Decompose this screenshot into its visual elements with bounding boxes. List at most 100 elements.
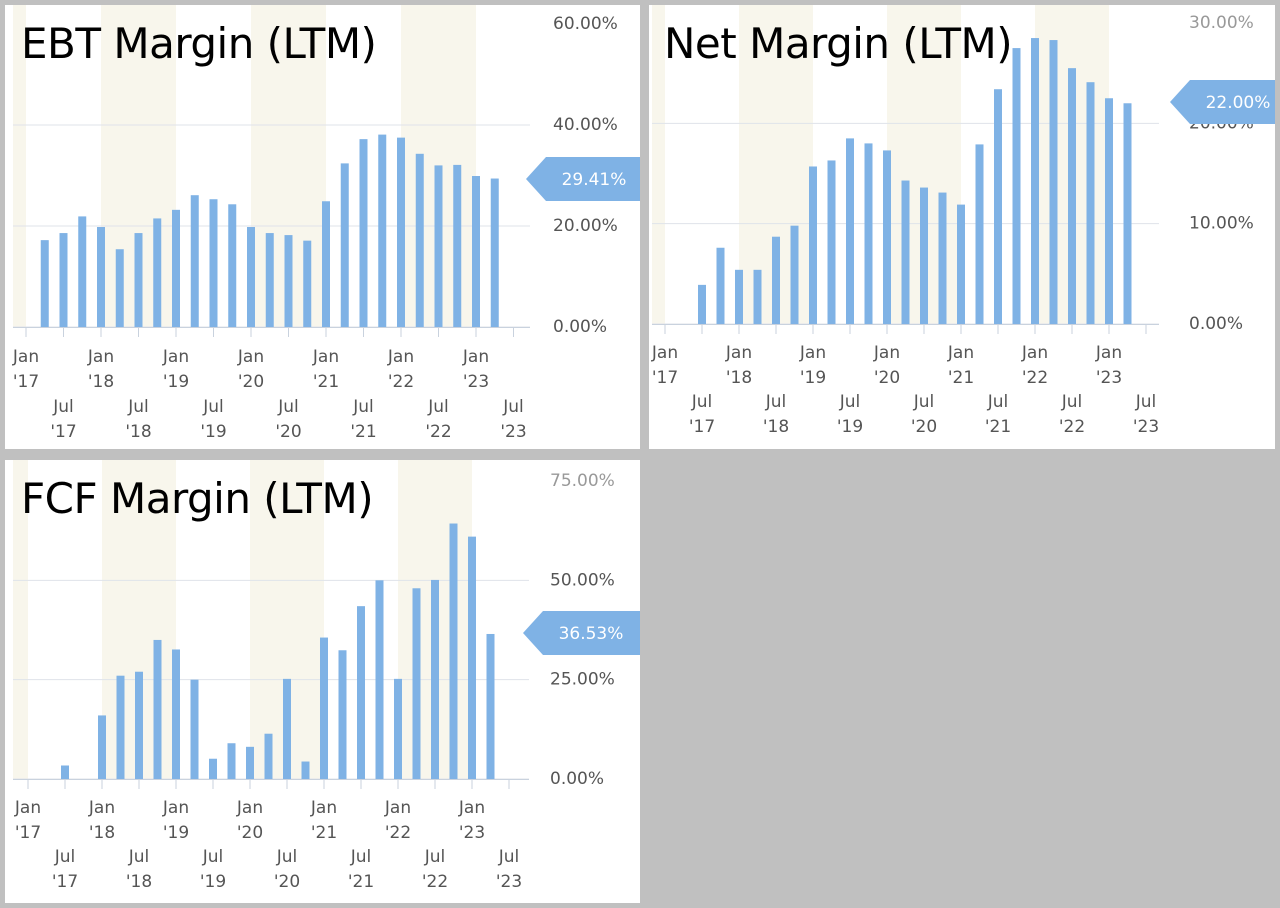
bar	[209, 758, 217, 779]
bar	[415, 153, 424, 327]
bar	[486, 633, 495, 779]
bar	[468, 536, 476, 779]
x-tick-label-year: '23	[496, 872, 522, 892]
bar	[1086, 82, 1095, 325]
x-tick-label-year: '20	[274, 872, 300, 892]
x-tick-label-year: '19	[837, 417, 863, 437]
current-value-badge	[1170, 80, 1275, 124]
x-tick-label-month: Jan	[88, 798, 115, 818]
x-tick-label-year: '18	[126, 872, 152, 892]
x-tick-label-year: '21	[350, 422, 376, 442]
bar	[975, 144, 984, 324]
fcf-margin-title: FCF Margin (LTM)	[21, 474, 374, 523]
bar	[190, 679, 199, 779]
bar	[265, 233, 274, 327]
x-tick-label-year: '18	[88, 372, 114, 392]
bar	[59, 233, 68, 327]
bar	[246, 746, 254, 779]
bar	[1068, 68, 1076, 325]
x-tick-label-month: Jul	[1135, 392, 1157, 412]
x-tick-label-year: '21	[313, 372, 339, 392]
x-tick-label-year: '23	[1133, 417, 1159, 437]
fcf-margin-panel: 75.00% 50.00% 25.00% 0.00% Jan '17 Jul '17 Jan '1…	[5, 460, 640, 903]
current-value-label: 36.53%	[559, 624, 624, 644]
bar	[357, 606, 365, 779]
bar	[264, 733, 273, 779]
x-tick-label-month: Jan	[1095, 343, 1122, 363]
bar	[284, 235, 293, 327]
net-margin-chart: 30.00%20.00%10.00%0.00%Jan'17Jul'17Jan'1…	[651, 5, 1275, 437]
x-tick-label-year: '23	[500, 422, 526, 442]
bar	[431, 579, 439, 779]
x-tick-label-month: Jul	[498, 847, 520, 867]
x-tick-label-year: '20	[275, 422, 301, 442]
x-tick-label-month: Jan	[162, 798, 189, 818]
y-tick-label: 60.00%	[553, 14, 618, 34]
x-tick-label-month: Jan	[458, 798, 485, 818]
x-tick-label-month: Jul	[502, 397, 524, 417]
x-tick-label-month: Jul	[202, 847, 224, 867]
x-tick-label-month: Jan	[310, 798, 337, 818]
x-tick-label-year: '19	[800, 368, 826, 388]
bar	[153, 639, 162, 779]
bar	[397, 137, 405, 327]
bar	[98, 715, 106, 779]
bar	[338, 650, 347, 779]
x-tick-label-year: '19	[200, 422, 226, 442]
x-tick-label-year: '18	[726, 368, 752, 388]
x-tick-label-year: '17	[50, 422, 76, 442]
y-tick-label: 20.00%	[553, 216, 618, 236]
bar	[116, 675, 125, 779]
x-tick-label-year: '19	[163, 372, 189, 392]
x-tick-label-month: Jul	[52, 397, 74, 417]
x-tick-label-month: Jan	[387, 347, 414, 367]
y-tick-label: 30.00%	[1189, 13, 1254, 33]
x-tick-label-month: Jul	[765, 392, 787, 412]
bar	[228, 204, 237, 327]
x-tick-label-month: Jan	[162, 347, 189, 367]
net-margin-panel: 30.00%20.00%10.00%0.00%Jan'17Jul'17Jan'1…	[649, 5, 1275, 449]
bar	[61, 765, 69, 779]
bar	[453, 164, 462, 327]
y-tick-label: 75.00%	[550, 471, 615, 491]
x-tick-label-year: '21	[948, 368, 974, 388]
x-tick-label-month: Jan	[799, 343, 826, 363]
x-tick-label-year: '20	[237, 823, 263, 843]
x-tick-label-month: Jan	[873, 343, 900, 363]
bar	[846, 138, 854, 324]
bar	[375, 580, 384, 779]
bar	[172, 649, 180, 779]
x-tick-label-year: '17	[13, 372, 39, 392]
x-tick-label-year: '23	[1096, 368, 1122, 388]
y-tick-label: 0.00%	[550, 769, 604, 789]
x-tick-label-year: '22	[422, 872, 448, 892]
x-tick-label-month: Jan	[14, 798, 41, 818]
shade-band-2017	[13, 5, 26, 327]
bar	[340, 163, 349, 327]
bar	[1105, 98, 1113, 324]
x-tick-label-month: Jan	[237, 347, 264, 367]
x-tick-label-month: Jan	[236, 798, 263, 818]
bar	[1123, 103, 1132, 325]
bar	[97, 227, 105, 327]
x-tick-label-year: '17	[15, 823, 41, 843]
bar	[883, 150, 891, 324]
bar	[190, 195, 199, 327]
bar	[472, 176, 480, 327]
bar	[134, 233, 143, 327]
y-tick-label: 40.00%	[553, 115, 618, 135]
bar	[901, 180, 910, 324]
x-tick-label-month: Jul	[427, 397, 449, 417]
x-tick-label-year: '20	[874, 368, 900, 388]
ebt-margin-panel: 60.00% 40.00% 20.00% 0.00% Jan '17 Jul '17 Jan '1…	[5, 5, 640, 449]
x-tick-label-month: Jul	[127, 397, 149, 417]
x-tick-label-month: Jan	[87, 347, 114, 367]
x-tick-label-month: Jul	[350, 847, 372, 867]
x-tick-label-month: Jan	[947, 343, 974, 363]
x-tick-label-month: Jul	[352, 397, 374, 417]
bar	[303, 240, 312, 327]
x-tick-label-month: Jul	[424, 847, 446, 867]
bar	[209, 199, 218, 327]
bar	[301, 761, 310, 779]
bar	[772, 236, 780, 324]
